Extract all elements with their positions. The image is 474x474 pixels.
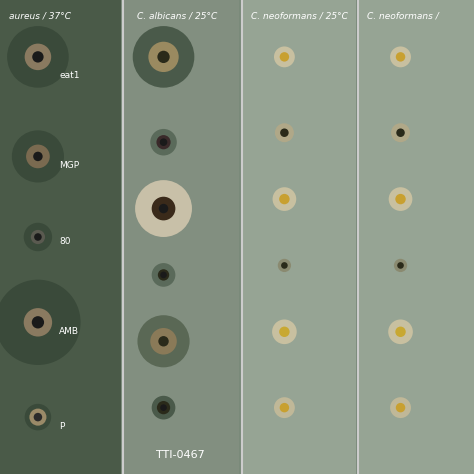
Circle shape (396, 128, 405, 137)
Circle shape (396, 403, 405, 412)
Bar (0, 0, 121, 474)
Circle shape (279, 327, 290, 337)
Text: AMB: AMB (59, 328, 79, 336)
Text: C. neoformans /: C. neoformans / (367, 12, 439, 21)
Circle shape (389, 187, 412, 211)
Circle shape (148, 42, 179, 72)
Circle shape (150, 328, 177, 355)
Circle shape (152, 197, 175, 220)
Circle shape (279, 194, 290, 204)
Text: C. albicans / 25°C: C. albicans / 25°C (137, 12, 218, 21)
Circle shape (160, 272, 167, 278)
Circle shape (31, 230, 45, 244)
Circle shape (33, 152, 43, 161)
Circle shape (397, 262, 404, 269)
Circle shape (160, 138, 167, 146)
Circle shape (152, 396, 175, 419)
Circle shape (274, 397, 295, 418)
Circle shape (34, 233, 42, 241)
Circle shape (388, 319, 413, 344)
Circle shape (281, 262, 288, 269)
Circle shape (278, 259, 291, 272)
Circle shape (394, 259, 407, 272)
Text: MGP: MGP (59, 162, 79, 170)
Circle shape (391, 123, 410, 142)
Circle shape (160, 404, 167, 411)
Circle shape (280, 403, 289, 412)
Text: eat1: eat1 (59, 72, 80, 80)
Circle shape (390, 46, 411, 67)
Circle shape (29, 409, 46, 426)
Bar (242, 0, 356, 474)
Text: 80: 80 (59, 237, 71, 246)
Circle shape (26, 145, 50, 168)
Circle shape (390, 397, 411, 418)
Circle shape (152, 263, 175, 287)
Bar (123, 0, 239, 474)
Circle shape (272, 319, 297, 344)
Circle shape (158, 269, 169, 281)
Circle shape (396, 52, 405, 62)
Circle shape (137, 315, 190, 367)
Text: P: P (59, 422, 64, 431)
Circle shape (12, 130, 64, 182)
Circle shape (34, 413, 42, 421)
Text: aureus / 37°C: aureus / 37°C (9, 12, 72, 21)
Circle shape (135, 180, 192, 237)
Circle shape (395, 327, 406, 337)
Bar (358, 0, 474, 474)
Circle shape (32, 316, 44, 328)
Circle shape (24, 223, 52, 251)
Circle shape (24, 308, 52, 337)
Text: C. neoformans / 25°C: C. neoformans / 25°C (251, 12, 348, 21)
Circle shape (158, 336, 169, 346)
Circle shape (159, 204, 168, 213)
Circle shape (32, 51, 44, 63)
Circle shape (157, 401, 170, 414)
Circle shape (275, 123, 294, 142)
Circle shape (280, 128, 289, 137)
Circle shape (395, 194, 406, 204)
Text: TTI-0467: TTI-0467 (156, 450, 204, 460)
Circle shape (157, 51, 170, 63)
Circle shape (25, 404, 51, 430)
Circle shape (274, 46, 295, 67)
Circle shape (7, 26, 69, 88)
Circle shape (273, 187, 296, 211)
Circle shape (156, 135, 171, 149)
Circle shape (0, 280, 81, 365)
Circle shape (133, 26, 194, 88)
Circle shape (150, 129, 177, 155)
Circle shape (25, 44, 51, 70)
Circle shape (280, 52, 289, 62)
